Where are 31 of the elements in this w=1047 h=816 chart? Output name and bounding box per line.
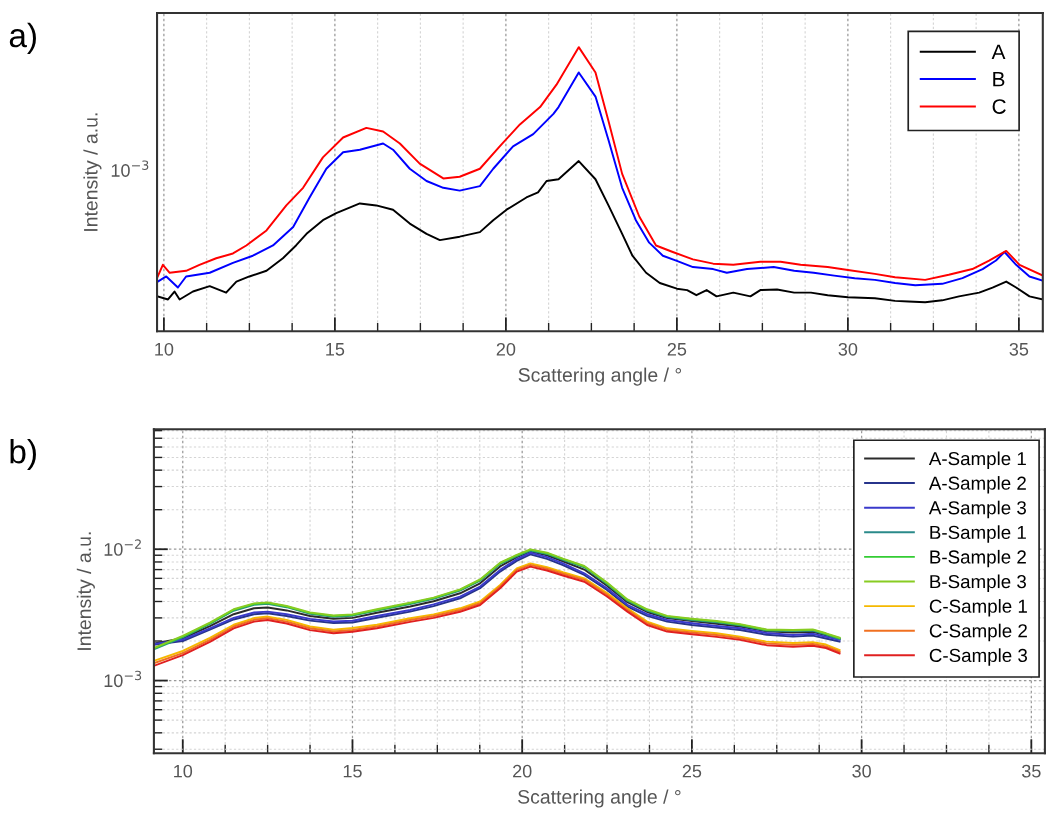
- x-tick-label: 15: [326, 343, 345, 356]
- x-tick-label: 35: [1009, 342, 1029, 356]
- legend-label: B: [993, 72, 1005, 87]
- legend-label: A-Sample 3: [928, 500, 1026, 519]
- x-tick-label: 10: [155, 342, 174, 356]
- legend-label: C-Sample 2: [929, 623, 1027, 642]
- legend-label: C-Sample 1: [929, 599, 1027, 617]
- legend-label: A-Sample 1: [928, 451, 1026, 469]
- legend-label: A-Sample 2: [928, 476, 1026, 494]
- legend-label: B-Sample 1: [930, 525, 1026, 543]
- legend-label: C: [992, 99, 1006, 114]
- x-tick-label: 20: [496, 342, 516, 356]
- chart-title: a): [9, 22, 36, 54]
- y-axis-title: Intensity / a.u.: [76, 532, 95, 650]
- y-axis-title: Intensity / a.u.: [83, 113, 102, 231]
- x-tick-label: 25: [667, 342, 687, 356]
- legend-label: B-Sample 3: [930, 574, 1026, 592]
- legend-label: C-Sample 3: [929, 648, 1028, 666]
- x-tick-label: 25: [682, 764, 702, 778]
- y-tick-label: 10$^{−2}$: [104, 539, 141, 556]
- x-axis-title: Scattering angle / °: [518, 789, 681, 808]
- x-tick-label: 20: [513, 764, 532, 778]
- legend-label: A: [991, 44, 1006, 60]
- x-tick-label: 10: [174, 764, 193, 778]
- x-tick-label: 30: [852, 764, 871, 778]
- x-tick-label: 15: [343, 764, 362, 778]
- x-tick-label: 35: [1021, 764, 1041, 778]
- chart-title: b): [10, 439, 36, 471]
- x-tick-label: 30: [838, 342, 858, 356]
- legend-label: B-Sample 2: [930, 549, 1026, 568]
- x-axis-title: Scattering angle / °: [518, 367, 682, 386]
